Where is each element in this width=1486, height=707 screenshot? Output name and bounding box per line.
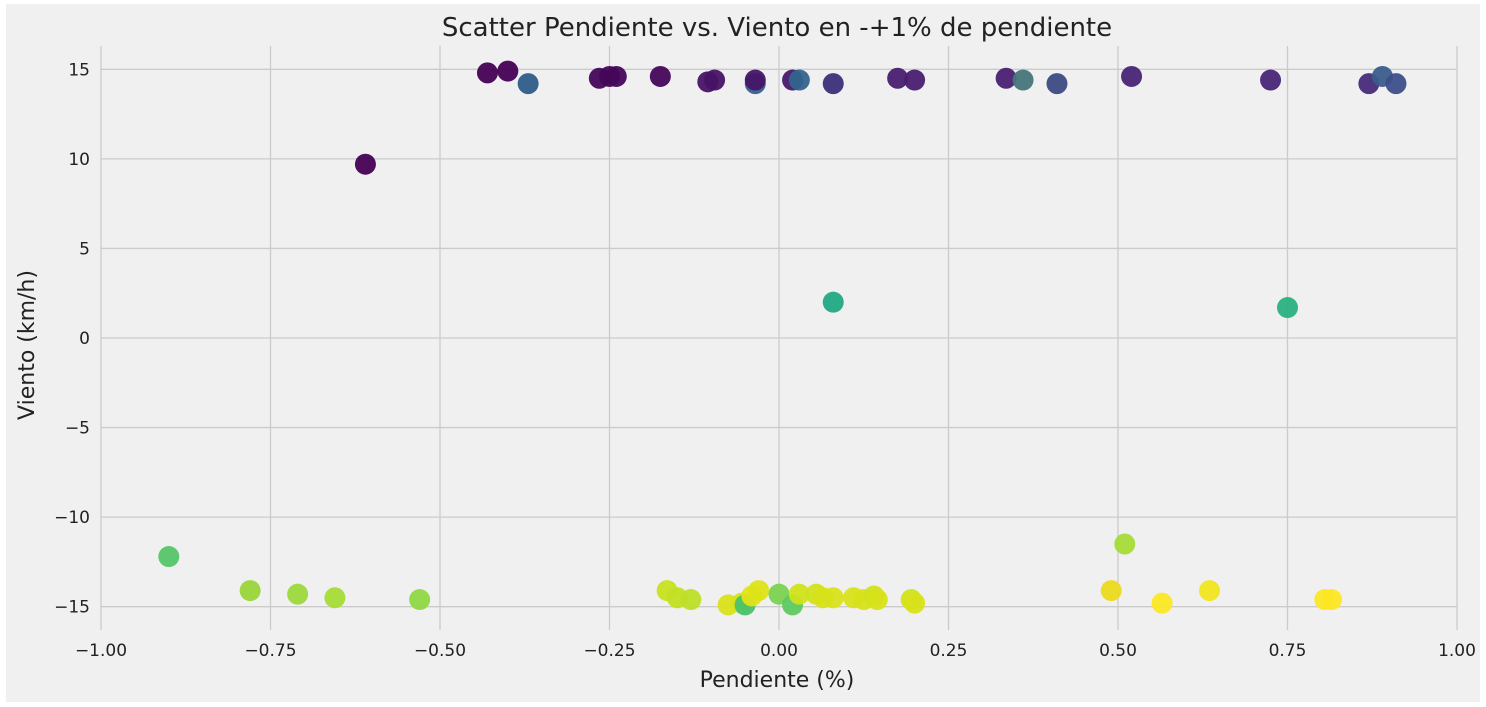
data-point	[476, 62, 498, 84]
data-point	[1199, 580, 1221, 602]
x-tick-label: −0.75	[244, 641, 296, 661]
data-point	[324, 587, 346, 609]
y-tick-label: −10	[54, 508, 90, 528]
data-point	[1260, 69, 1282, 91]
x-tick-labels: −1.00 −0.75 −0.50 −0.25 0.00 0.25 0.50 0.75 1.00	[75, 641, 1476, 661]
data-point	[517, 73, 539, 95]
data-point	[287, 583, 309, 605]
data-point	[1121, 65, 1143, 87]
data-point	[866, 589, 888, 611]
data-point	[748, 580, 770, 602]
data-point	[649, 65, 671, 87]
y-axis-title: Viento (km/h)	[15, 270, 40, 420]
y-tick-label: −15	[54, 598, 90, 618]
data-point	[497, 60, 519, 82]
data-point	[887, 67, 909, 89]
x-tick-label: −1.00	[75, 641, 127, 661]
y-tick-label: 15	[68, 60, 90, 80]
data-point	[904, 69, 926, 91]
x-axis-title: Pendiente (%)	[700, 668, 855, 693]
x-tick-label: 0.00	[760, 641, 798, 661]
data-point	[1321, 589, 1343, 611]
data-point	[158, 546, 180, 568]
data-point	[1100, 580, 1122, 602]
data-point	[1151, 592, 1173, 614]
chart-title: Scatter Pendiente vs. Viento en -+1% de …	[442, 13, 1112, 43]
x-tick-label: 0.25	[930, 641, 968, 661]
data-point	[680, 589, 702, 611]
x-tick-label: −0.50	[414, 641, 466, 661]
data-point	[822, 587, 844, 609]
x-tick-label: 1.00	[1438, 641, 1476, 661]
y-tick-labels: 15 10 5 0 −5 −10 −15	[54, 60, 90, 617]
x-tick-label: 0.75	[1269, 641, 1307, 661]
data-point	[904, 592, 926, 614]
data-points	[158, 60, 1407, 616]
data-point	[822, 73, 844, 95]
data-point	[1114, 533, 1136, 555]
data-point	[822, 291, 844, 313]
data-point	[354, 153, 376, 175]
data-point	[239, 580, 261, 602]
y-tick-label: −5	[65, 419, 90, 439]
data-point	[1385, 73, 1407, 95]
data-point	[605, 65, 627, 87]
data-point	[744, 69, 766, 91]
data-point	[1277, 297, 1298, 319]
grid-lines	[100, 46, 1458, 630]
x-tick-label: −0.25	[583, 641, 635, 661]
data-point	[788, 69, 810, 91]
data-point	[409, 589, 431, 611]
scatter-chart: −1.00 −0.75 −0.50 −0.25 0.00 0.25 0.50 0.75 1.00…	[15, 13, 1476, 693]
y-tick-label: 10	[68, 150, 90, 170]
data-point	[1012, 69, 1034, 91]
chart-figure: −1.00 −0.75 −0.50 −0.25 0.00 0.25 0.50 0.75 1.00…	[6, 4, 1480, 702]
data-point	[788, 583, 810, 605]
data-point	[704, 69, 726, 91]
x-tick-label: 0.50	[1099, 641, 1137, 661]
data-point	[1046, 73, 1068, 95]
data-point	[995, 67, 1017, 89]
y-tick-label: 5	[79, 239, 90, 259]
y-tick-label: 0	[79, 329, 90, 349]
